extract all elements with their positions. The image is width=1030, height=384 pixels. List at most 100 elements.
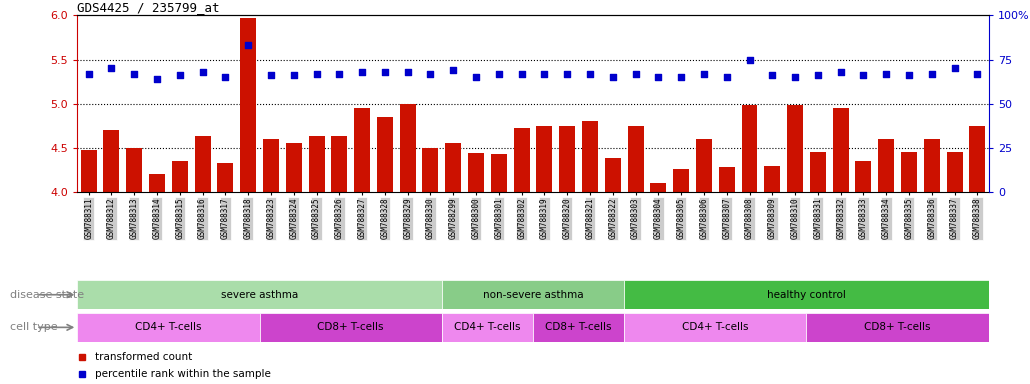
Point [263,72,279,78]
Point [377,69,393,75]
Text: cell type: cell type [10,322,58,333]
Bar [442,313,534,342]
Text: CD8+ T-cells: CD8+ T-cells [864,322,931,333]
Bar [263,139,279,192]
Point [901,72,918,78]
Point [240,42,256,48]
Bar [605,159,621,192]
Point [468,74,484,80]
Point [855,72,871,78]
Point [285,72,302,78]
Bar [172,161,187,192]
Text: GDS4425 / 235799_at: GDS4425 / 235799_at [77,1,219,14]
Bar [445,144,461,192]
Bar [103,130,119,192]
Bar [879,139,894,192]
Point [650,74,666,80]
Point [217,74,234,80]
Bar [195,136,210,192]
Point [673,74,689,80]
Bar [127,148,142,192]
Bar [806,313,989,342]
Point [947,65,963,71]
Point [764,72,781,78]
Point [148,76,165,82]
Bar [332,136,347,192]
Point [537,71,553,77]
Point [605,74,621,80]
Bar [400,104,416,192]
Bar [149,174,165,192]
Bar [559,126,575,192]
Bar [582,121,598,192]
Bar [309,136,324,192]
Point [331,71,347,77]
Bar [832,108,849,192]
Point [878,71,894,77]
Point [924,71,940,77]
Bar [80,150,97,192]
Bar [624,280,989,309]
Bar [260,313,442,342]
Bar [810,152,826,192]
Bar [856,161,871,192]
Text: CD8+ T-cells: CD8+ T-cells [545,322,612,333]
Point [810,72,826,78]
Bar [442,280,624,309]
Bar [422,148,439,192]
Text: percentile rank within the sample: percentile rank within the sample [96,369,271,379]
Point [559,71,576,77]
Bar [901,152,917,192]
Point [126,71,142,77]
Text: severe asthma: severe asthma [220,290,299,300]
Bar [787,106,803,192]
Point [172,72,188,78]
Point [422,71,439,77]
Bar [217,163,234,192]
Text: disease state: disease state [10,290,84,300]
Bar [924,139,939,192]
Point [400,69,416,75]
Bar [947,152,963,192]
Point [513,71,529,77]
Bar [742,106,757,192]
Bar [696,139,712,192]
Text: healthy control: healthy control [767,290,846,300]
Point [445,67,461,73]
Bar [674,169,689,192]
Bar [491,154,507,192]
Point [195,69,211,75]
Text: non-severe asthma: non-severe asthma [483,290,583,300]
Point [742,56,758,63]
Point [787,74,803,80]
Bar [627,126,644,192]
Point [582,71,598,77]
Bar [534,313,624,342]
Bar [377,117,392,192]
Bar [77,280,442,309]
Text: transformed count: transformed count [96,352,193,362]
Point [103,65,119,71]
Bar [537,126,552,192]
Point [490,71,507,77]
Point [627,71,644,77]
Bar [285,144,302,192]
Text: CD8+ T-cells: CD8+ T-cells [317,322,384,333]
Bar [624,313,806,342]
Point [695,71,712,77]
Bar [650,183,666,192]
Bar [468,153,484,192]
Bar [77,313,260,342]
Bar [240,18,256,192]
Bar [719,167,734,192]
Point [80,71,97,77]
Bar [764,166,781,192]
Point [832,69,849,75]
Text: CD4+ T-cells: CD4+ T-cells [454,322,521,333]
Bar [354,108,370,192]
Point [308,71,324,77]
Bar [514,127,529,192]
Text: CD4+ T-cells: CD4+ T-cells [135,322,202,333]
Point [969,71,986,77]
Text: CD4+ T-cells: CD4+ T-cells [682,322,749,333]
